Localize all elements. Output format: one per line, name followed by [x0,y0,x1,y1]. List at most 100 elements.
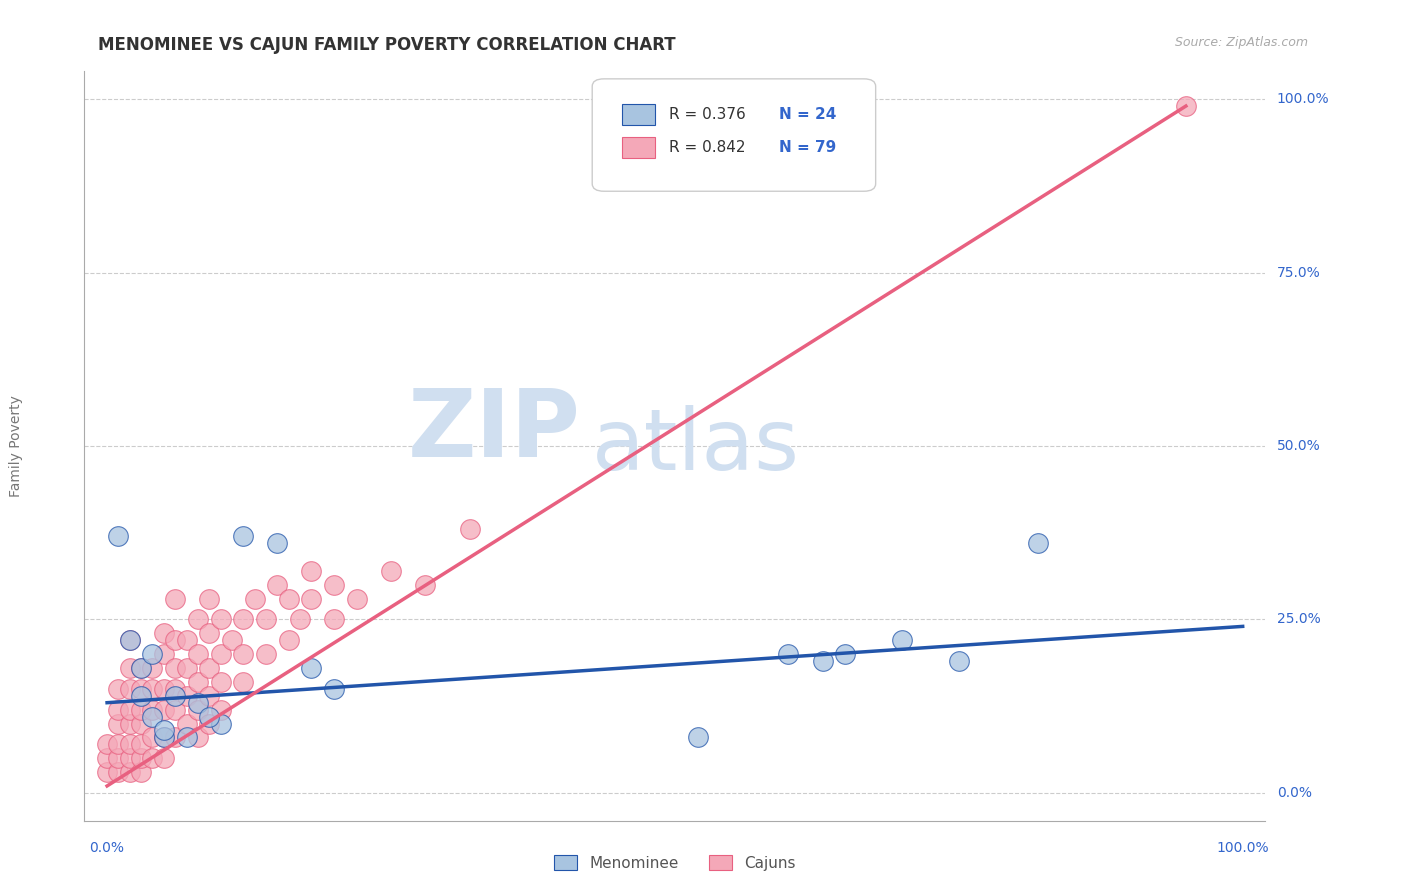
Point [266,578,288,592]
Point [129,751,152,765]
Text: ZIP: ZIP [408,385,581,477]
Point [346,591,368,606]
Point [141,751,163,765]
Point [118,661,141,675]
Point [187,731,209,745]
Point [165,591,187,606]
Text: atlas: atlas [592,404,800,488]
Text: R = 0.842: R = 0.842 [669,140,745,155]
Text: Family Poverty: Family Poverty [10,395,24,497]
Point [686,731,709,745]
Point [107,681,129,696]
Point [277,591,299,606]
FancyBboxPatch shape [621,137,655,158]
Point [129,689,152,703]
Point [243,591,266,606]
Point [141,661,163,675]
Point [118,633,141,648]
Point [165,681,187,696]
Point [277,633,299,648]
Point [153,731,176,745]
Point [209,674,232,689]
FancyBboxPatch shape [592,78,876,191]
Point [301,564,323,578]
Text: N = 79: N = 79 [779,140,837,155]
Point [380,564,402,578]
Point [129,661,152,675]
Point [288,612,311,626]
Point [1174,99,1197,113]
Point [118,751,141,765]
Text: 100.0%: 100.0% [1216,841,1270,855]
Point [187,674,209,689]
FancyBboxPatch shape [621,104,655,125]
Point [209,716,232,731]
Point [118,737,141,751]
Point [176,689,198,703]
Point [141,703,163,717]
Point [232,612,254,626]
Point [198,661,221,675]
Point [254,612,277,626]
Point [948,654,970,668]
Text: R = 0.376: R = 0.376 [669,107,745,122]
Point [129,681,152,696]
Point [129,716,152,731]
Point [96,751,118,765]
Point [460,522,482,536]
Point [198,709,221,723]
Point [153,703,176,717]
Point [118,765,141,780]
Point [129,661,152,675]
Point [165,661,187,675]
Point [118,703,141,717]
Point [266,536,288,550]
Text: N = 24: N = 24 [779,107,837,122]
Point [165,633,187,648]
Point [187,612,209,626]
Point [96,737,118,751]
Point [165,703,187,717]
Point [118,681,141,696]
Point [221,633,243,648]
Point [187,696,209,710]
Point [129,737,152,751]
Point [176,716,198,731]
Point [176,633,198,648]
Point [118,716,141,731]
Point [153,626,176,640]
Point [107,529,129,543]
Point [165,731,187,745]
Point [891,633,914,648]
Point [232,674,254,689]
Point [778,647,800,661]
Point [198,626,221,640]
Text: 75.0%: 75.0% [1277,266,1320,279]
Point [811,654,834,668]
Point [1026,536,1049,550]
Point [153,681,176,696]
Point [165,689,187,703]
Point [301,661,323,675]
Point [232,529,254,543]
Point [209,612,232,626]
Point [129,765,152,780]
Text: 25.0%: 25.0% [1277,613,1320,626]
Point [141,647,163,661]
Point [176,661,198,675]
Point [96,765,118,780]
Point [209,647,232,661]
Point [323,612,346,626]
Point [834,647,856,661]
Point [198,591,221,606]
Point [129,703,152,717]
Text: MENOMINEE VS CAJUN FAMILY POVERTY CORRELATION CHART: MENOMINEE VS CAJUN FAMILY POVERTY CORREL… [98,36,676,54]
Point [323,578,346,592]
Point [176,731,198,745]
Point [153,723,176,738]
Point [107,716,129,731]
Point [413,578,436,592]
Point [153,731,176,745]
Point [107,765,129,780]
Point [323,681,346,696]
